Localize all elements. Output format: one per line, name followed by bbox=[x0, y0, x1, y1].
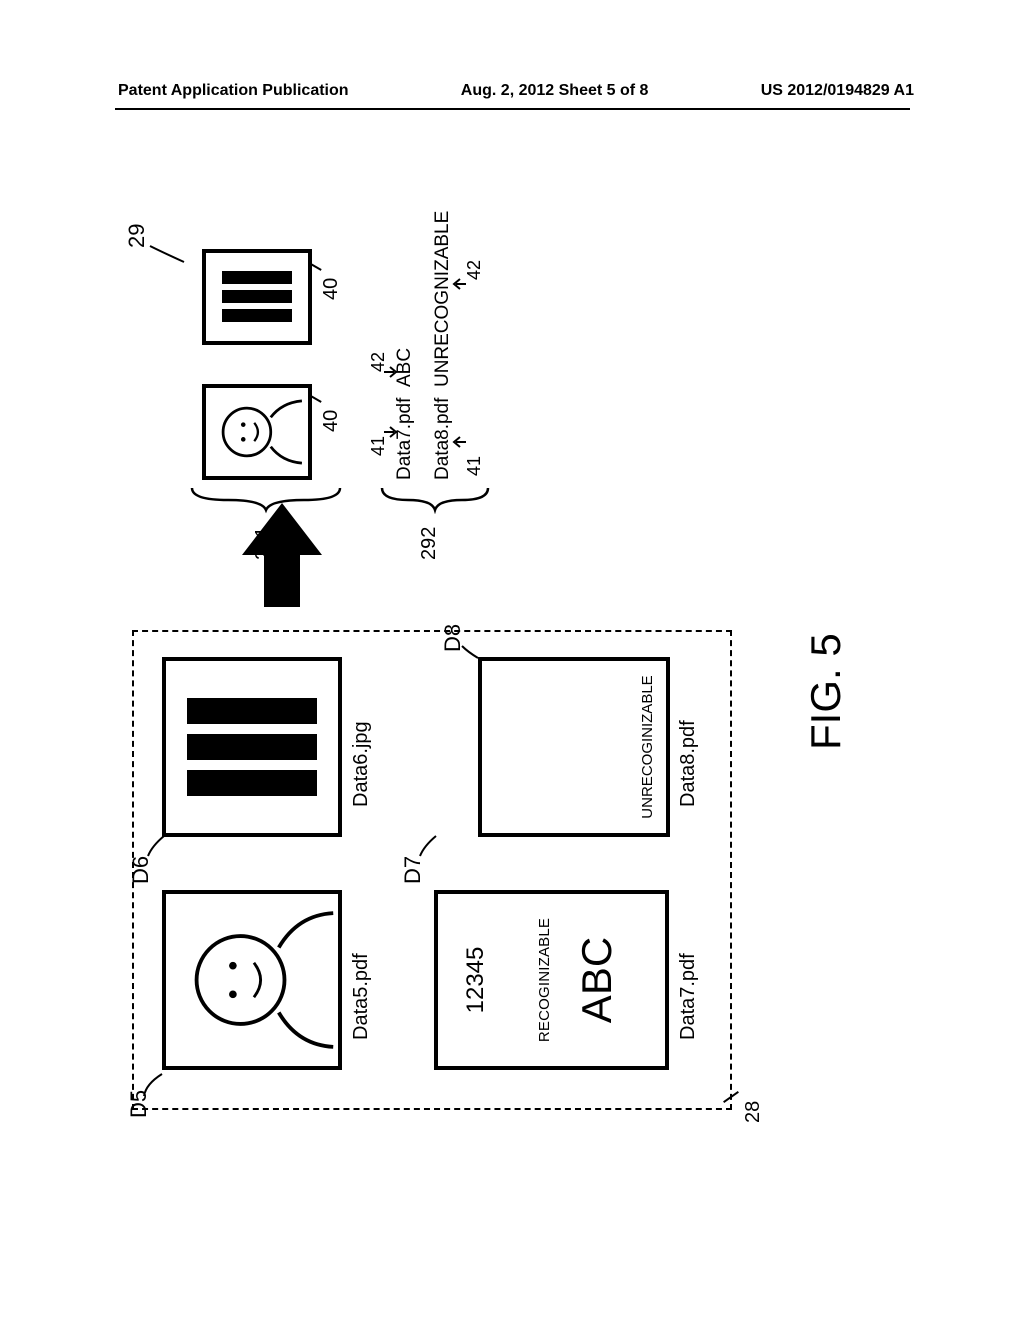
face-icon bbox=[202, 388, 312, 476]
card-d6-barcode bbox=[162, 657, 342, 837]
arrow-up-icon bbox=[450, 434, 466, 450]
ref-d8-leader bbox=[460, 642, 482, 662]
ref-41-b: 41 bbox=[464, 456, 485, 476]
filename-d5: Data5.pdf bbox=[350, 953, 373, 1040]
page: Patent Application Publication Aug. 2, 2… bbox=[0, 0, 1024, 1320]
ref-d6: D6 bbox=[128, 856, 154, 884]
figure-caption: FIG. 5 bbox=[802, 633, 850, 750]
bar bbox=[187, 770, 317, 796]
ref-d6-leader bbox=[146, 832, 168, 858]
ref-28: 28 bbox=[742, 1101, 765, 1123]
bar bbox=[222, 291, 292, 304]
filename-d6: Data6.jpg bbox=[350, 721, 373, 807]
ref-40-b-leader bbox=[310, 263, 321, 271]
row-b-value: UNRECOGNIZABLE bbox=[432, 211, 453, 387]
page-header: Patent Application Publication Aug. 2, 2… bbox=[0, 82, 1024, 100]
card-d7-recognizable: 12345 RECOGINIZABLE ABC bbox=[434, 890, 669, 1070]
header-right: US 2012/0194829 A1 bbox=[761, 82, 914, 100]
ref-42-b: 42 bbox=[464, 260, 485, 280]
ref-291: 291 bbox=[252, 527, 275, 560]
ref-29: 29 bbox=[124, 224, 150, 248]
header-center: Aug. 2, 2012 Sheet 5 of 8 bbox=[461, 82, 649, 100]
ref-40-b: 40 bbox=[320, 278, 343, 300]
ref-29-leader bbox=[148, 240, 188, 266]
ref-d5-leader bbox=[142, 1068, 166, 1098]
figure-rotated-wrap: 28 Data5.pdf D5 bbox=[72, 210, 952, 1090]
card-d5-face bbox=[162, 890, 342, 1070]
barcode-icon bbox=[187, 698, 317, 796]
row-a-file: Data7.pdf bbox=[394, 398, 415, 480]
bar bbox=[187, 734, 317, 760]
thumb-barcode bbox=[202, 249, 312, 345]
card-d8-unrecognizable: UNRECOGINIZABLE bbox=[478, 657, 670, 837]
brace-291 bbox=[190, 484, 342, 514]
ref-40-a: 40 bbox=[320, 410, 343, 432]
d8-unrecognizable-label: UNRECOGINIZABLE bbox=[639, 675, 656, 818]
bar bbox=[222, 272, 292, 285]
d7-recognizable-label: RECOGINIZABLE bbox=[536, 918, 553, 1042]
bar bbox=[222, 310, 292, 323]
filename-d7: Data7.pdf bbox=[677, 953, 700, 1040]
thumb-face bbox=[202, 384, 312, 480]
ref-d7-leader bbox=[418, 832, 440, 858]
row-292-a: Data7.pdf ABC bbox=[394, 348, 416, 480]
figure: 28 Data5.pdf D5 bbox=[72, 210, 952, 1090]
filename-d8: Data8.pdf bbox=[677, 720, 700, 807]
row-a-value: ABC bbox=[394, 348, 415, 387]
panel-29: 291 292 bbox=[192, 220, 712, 480]
d7-abc: ABC bbox=[573, 937, 621, 1023]
barcode-icon bbox=[222, 272, 292, 323]
ref-d7: D7 bbox=[400, 856, 426, 884]
d7-number: 12345 bbox=[462, 947, 490, 1014]
header-left: Patent Application Publication bbox=[118, 82, 349, 100]
brace-292 bbox=[380, 484, 490, 514]
arrow-up-icon bbox=[450, 276, 466, 292]
ref-40-a-leader bbox=[310, 395, 321, 403]
face-icon bbox=[166, 894, 338, 1066]
ref-292: 292 bbox=[418, 527, 441, 560]
bar bbox=[187, 698, 317, 724]
header-rule bbox=[115, 108, 910, 110]
